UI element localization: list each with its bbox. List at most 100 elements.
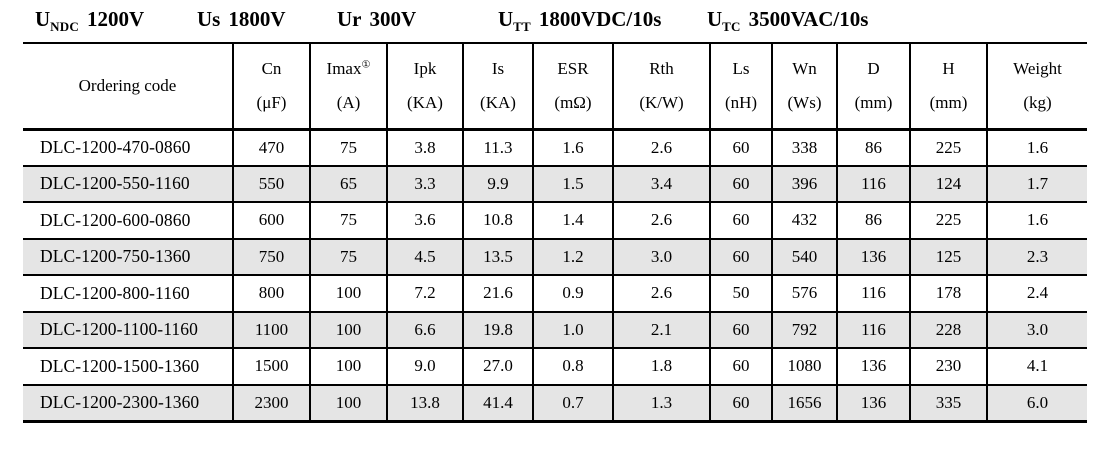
column-unit: (mΩ) bbox=[554, 93, 592, 113]
value-cell: 11.3 bbox=[462, 129, 534, 166]
value-cell: 50 bbox=[709, 275, 773, 312]
value-cell: 1080 bbox=[771, 348, 838, 385]
column-unit: (K/W) bbox=[639, 93, 684, 113]
value-cell: 60 bbox=[709, 129, 773, 166]
value-cell: 75 bbox=[309, 238, 388, 275]
value-cell: 470 bbox=[232, 129, 311, 166]
spec-value: 1800V bbox=[228, 7, 286, 31]
spec-value: 300V bbox=[369, 7, 417, 31]
spec-symbol: Us bbox=[197, 7, 221, 31]
column-unit: (Ws) bbox=[787, 93, 822, 113]
ordering-code-cell: DLC-1200-1100-1160 bbox=[23, 311, 234, 348]
value-cell: 27.0 bbox=[462, 348, 534, 385]
value-cell: 3.6 bbox=[386, 202, 464, 239]
footnote-marker: ① bbox=[361, 59, 371, 71]
value-cell: 1.2 bbox=[532, 238, 614, 275]
value-cell: 432 bbox=[771, 202, 838, 239]
column-header-cn: Cn (μF) bbox=[232, 43, 311, 131]
column-unit: (KA) bbox=[407, 93, 443, 113]
column-unit: (A) bbox=[336, 93, 361, 113]
value-cell: 60 bbox=[709, 165, 773, 202]
ordering-code-cell: DLC-1200-470-0860 bbox=[23, 129, 234, 166]
value-cell: 0.9 bbox=[532, 275, 614, 312]
value-cell: 100 bbox=[309, 311, 388, 348]
value-cell: 600 bbox=[232, 202, 311, 239]
ordering-code-cell: DLC-1200-800-1160 bbox=[23, 275, 234, 312]
value-cell: 550 bbox=[232, 165, 311, 202]
value-cell: 13.8 bbox=[386, 384, 464, 421]
spec-value: 1800VDC/10s bbox=[538, 7, 662, 31]
value-cell: 86 bbox=[836, 129, 911, 166]
spec-value: 1200V bbox=[86, 7, 145, 31]
value-cell: 3.8 bbox=[386, 129, 464, 166]
table-row: DLC-1200-550-1160 550 65 3.3 9.9 1.5 3.4 60 396 1… bbox=[23, 165, 1087, 202]
value-cell: 2.3 bbox=[986, 238, 1087, 275]
value-cell: 1.6 bbox=[532, 129, 614, 166]
value-cell: 13.5 bbox=[462, 238, 534, 275]
column-header-d: D (mm) bbox=[836, 43, 911, 131]
value-cell: 2300 bbox=[232, 384, 311, 421]
value-cell: 1100 bbox=[232, 311, 311, 348]
column-name: Ls bbox=[732, 59, 750, 79]
capacitor-ratings-table: Ordering code Cn (μF) Imax① (A) Ipk (KA) Is (KA)… bbox=[23, 42, 1087, 423]
column-header-h: H (mm) bbox=[909, 43, 988, 131]
value-cell: 19.8 bbox=[462, 311, 534, 348]
column-name: Rth bbox=[649, 59, 674, 79]
value-cell: 75 bbox=[309, 129, 388, 166]
column-header-is: Is (KA) bbox=[462, 43, 534, 131]
value-cell: 41.4 bbox=[462, 384, 534, 421]
value-cell: 0.8 bbox=[532, 348, 614, 385]
value-cell: 1.0 bbox=[532, 311, 614, 348]
value-cell: 125 bbox=[909, 238, 988, 275]
value-cell: 335 bbox=[909, 384, 988, 421]
value-cell: 9.0 bbox=[386, 348, 464, 385]
ordering-code-cell: DLC-1200-750-1360 bbox=[23, 238, 234, 275]
spec-utc: UTC 3500VAC/10s bbox=[707, 7, 868, 35]
value-cell: 60 bbox=[709, 238, 773, 275]
table-row: DLC-1200-2300-1360 2300 100 13.8 41.4 0.7 1.3 6… bbox=[23, 384, 1087, 421]
spec-subscript: NDC bbox=[50, 19, 79, 35]
ordering-code-cell: DLC-1200-550-1160 bbox=[23, 165, 234, 202]
value-cell: 136 bbox=[836, 348, 911, 385]
value-cell: 338 bbox=[771, 129, 838, 166]
value-cell: 100 bbox=[309, 348, 388, 385]
column-name: Wn bbox=[792, 59, 817, 79]
value-cell: 3.4 bbox=[612, 165, 711, 202]
column-header-weight: Weight (kg) bbox=[986, 43, 1087, 131]
spec-subscript: TT bbox=[513, 19, 531, 35]
value-cell: 136 bbox=[836, 238, 911, 275]
table-row: DLC-1200-1500-1360 1500 100 9.0 27.0 0.8 1.8 60… bbox=[23, 348, 1087, 385]
column-name: Cn bbox=[261, 59, 282, 79]
column-header-ls: Ls (nH) bbox=[709, 43, 773, 131]
column-header-esr: ESR (mΩ) bbox=[532, 43, 614, 131]
value-cell: 116 bbox=[836, 165, 911, 202]
value-cell: 4.1 bbox=[986, 348, 1087, 385]
value-cell: 540 bbox=[771, 238, 838, 275]
value-cell: 124 bbox=[909, 165, 988, 202]
spec-symbol: U bbox=[35, 7, 51, 31]
value-cell: 2.1 bbox=[612, 311, 711, 348]
column-header-wn: Wn (Ws) bbox=[771, 43, 838, 131]
value-cell: 1.8 bbox=[612, 348, 711, 385]
value-cell: 3.0 bbox=[986, 311, 1087, 348]
column-name: Is bbox=[491, 59, 505, 79]
value-cell: 396 bbox=[771, 165, 838, 202]
value-cell: 3.3 bbox=[386, 165, 464, 202]
value-cell: 1.6 bbox=[986, 202, 1087, 239]
value-cell: 65 bbox=[309, 165, 388, 202]
column-name: H bbox=[942, 59, 955, 79]
value-cell: 116 bbox=[836, 275, 911, 312]
value-cell: 2.6 bbox=[612, 202, 711, 239]
value-cell: 178 bbox=[909, 275, 988, 312]
value-cell: 750 bbox=[232, 238, 311, 275]
spec-value: 3500VAC/10s bbox=[748, 7, 869, 31]
ordering-code-cell: DLC-1200-600-0860 bbox=[23, 202, 234, 239]
value-cell: 86 bbox=[836, 202, 911, 239]
value-cell: 1.5 bbox=[532, 165, 614, 202]
value-cell: 1.6 bbox=[986, 129, 1087, 166]
column-header-ipk: Ipk (KA) bbox=[386, 43, 464, 131]
value-cell: 2.6 bbox=[612, 129, 711, 166]
value-cell: 0.7 bbox=[532, 384, 614, 421]
value-cell: 60 bbox=[709, 311, 773, 348]
